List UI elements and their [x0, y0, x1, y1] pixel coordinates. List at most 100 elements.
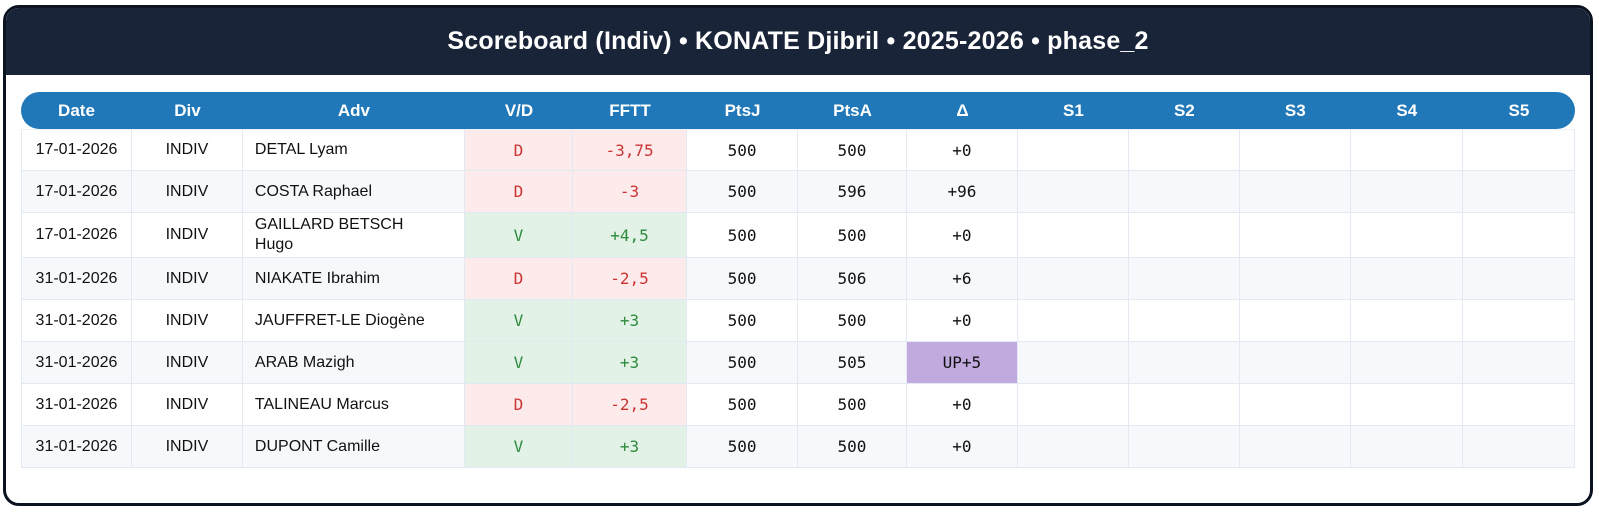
cell-s3	[1239, 129, 1351, 171]
table-row: 31-01-2026 INDIV JAUFFRET-LE Diogène V +3 500…	[21, 300, 1575, 342]
cell-vd: V	[465, 426, 573, 468]
cell-s2	[1128, 426, 1240, 468]
cell-s5	[1462, 300, 1575, 342]
cell-date: 31-01-2026	[21, 258, 132, 300]
cell-date: 17-01-2026	[21, 129, 132, 171]
adversary-name: DETAL Lyam	[254, 141, 348, 158]
page-title: Scoreboard (Indiv) • KONATE Djibril • 20…	[447, 27, 1149, 55]
table-row: 17-01-2026 INDIV DETAL Lyam D -3,75 500 500 +0	[21, 129, 1575, 171]
cell-s2	[1128, 171, 1240, 213]
cell-delta: +0	[906, 384, 1018, 426]
cell-fftt: +3	[573, 342, 688, 384]
cell-div: INDIV	[131, 426, 243, 468]
cell-s1	[1017, 342, 1129, 384]
cell-vd: V	[465, 342, 573, 384]
cell-s5	[1462, 426, 1575, 468]
column-header-date: Date	[21, 92, 132, 129]
table-row: 31-01-2026 INDIV TALINEAU Marcus D -2,5 500 50…	[21, 384, 1575, 426]
cell-adv: NIAKATE Ibrahim	[242, 258, 465, 300]
cell-s4	[1350, 213, 1463, 258]
cell-ptsj: 500	[687, 426, 799, 468]
cell-vd: D	[465, 129, 573, 171]
cell-s5	[1462, 213, 1575, 258]
scoreboard-window: Scoreboard (Indiv) • KONATE Djibril • 20…	[3, 5, 1593, 506]
score-table: Date Div Adv V/D FFTT PtsJ PtsA Δ S1 S2 S3 S4 S5 17-…	[21, 92, 1575, 468]
column-header-fftt: FFTT	[573, 92, 688, 129]
cell-ptsa: 500	[798, 213, 907, 258]
cell-s2	[1128, 342, 1240, 384]
cell-s4	[1350, 300, 1463, 342]
cell-s3	[1239, 213, 1351, 258]
cell-s2	[1128, 384, 1240, 426]
cell-ptsj: 500	[687, 213, 799, 258]
cell-date: 31-01-2026	[21, 300, 132, 342]
cell-adv: COSTA Raphael	[242, 171, 465, 213]
cell-delta: +0	[906, 129, 1018, 171]
adversary-name: TALINEAU Marcus	[254, 395, 389, 413]
cell-div: INDIV	[131, 342, 243, 384]
table-header-row: Date Div Adv V/D FFTT PtsJ PtsA Δ S1 S2 S3 S4 S5	[21, 92, 1575, 129]
cell-delta: +0	[906, 213, 1018, 258]
cell-s4	[1350, 426, 1463, 468]
cell-delta: +6	[906, 258, 1018, 300]
cell-s5	[1462, 129, 1575, 171]
cell-ptsa: 596	[798, 171, 907, 213]
cell-s4	[1350, 171, 1463, 213]
column-header-s2: S2	[1128, 92, 1240, 129]
cell-s5	[1462, 171, 1575, 213]
cell-adv: DUPONT Camille	[242, 426, 465, 468]
cell-adv: JAUFFRET-LE Diogène	[242, 300, 465, 342]
cell-adv: TALINEAU Marcus	[242, 384, 465, 426]
column-header--: Δ	[906, 92, 1018, 129]
column-header-adv: Adv	[242, 92, 465, 129]
cell-ptsj: 500	[687, 129, 799, 171]
adversary-name: JAUFFRET-LE Diogène	[254, 311, 425, 329]
cell-s4	[1350, 258, 1463, 300]
cell-fftt: +3	[573, 426, 688, 468]
cell-fftt: -2,5	[573, 258, 688, 300]
column-header-s3: S3	[1239, 92, 1351, 129]
column-header-s1: S1	[1017, 92, 1129, 129]
cell-div: INDIV	[131, 171, 243, 213]
cell-ptsj: 500	[687, 384, 799, 426]
column-header-s5: S5	[1462, 92, 1575, 129]
cell-div: INDIV	[131, 129, 243, 171]
adversary-name: ARAB Mazigh	[254, 353, 355, 371]
cell-fftt: +3	[573, 300, 688, 342]
cell-fftt: -3,75	[573, 129, 688, 171]
cell-ptsa: 500	[798, 426, 907, 468]
cell-s3	[1239, 300, 1351, 342]
cell-vd: D	[465, 384, 573, 426]
cell-s3	[1239, 384, 1351, 426]
cell-date: 31-01-2026	[21, 426, 132, 468]
adversary-name: GAILLARD BETSCH Hugo	[254, 216, 404, 253]
cell-div: INDIV	[131, 384, 243, 426]
cell-s2	[1128, 258, 1240, 300]
cell-delta: +96	[906, 171, 1018, 213]
cell-s1	[1017, 213, 1129, 258]
cell-fftt: -2,5	[573, 384, 688, 426]
cell-vd: D	[465, 258, 573, 300]
cell-ptsj: 500	[687, 342, 799, 384]
table-row: 17-01-2026 INDIV COSTA Raphael D -3 500 596 +96	[21, 171, 1575, 213]
cell-s2	[1128, 129, 1240, 171]
cell-adv: ARAB Mazigh	[242, 342, 465, 384]
column-header-div: Div	[131, 92, 243, 129]
cell-s3	[1239, 171, 1351, 213]
cell-vd: V	[465, 213, 573, 258]
cell-s1	[1017, 171, 1129, 213]
cell-fftt: +4,5	[573, 213, 688, 258]
cell-s4	[1350, 384, 1463, 426]
cell-date: 31-01-2026	[21, 384, 132, 426]
cell-adv: GAILLARD BETSCH Hugo	[242, 213, 465, 258]
cell-s3	[1239, 258, 1351, 300]
cell-date: 17-01-2026	[21, 213, 132, 258]
cell-ptsa: 506	[798, 258, 907, 300]
cell-adv: DETAL Lyam	[242, 129, 465, 171]
cell-s4	[1350, 342, 1463, 384]
adversary-name: DUPONT Camille	[254, 437, 380, 455]
cell-div: INDIV	[131, 300, 243, 342]
cell-s1	[1017, 258, 1129, 300]
cell-delta: UP+5	[906, 342, 1018, 384]
cell-ptsa: 505	[798, 342, 907, 384]
